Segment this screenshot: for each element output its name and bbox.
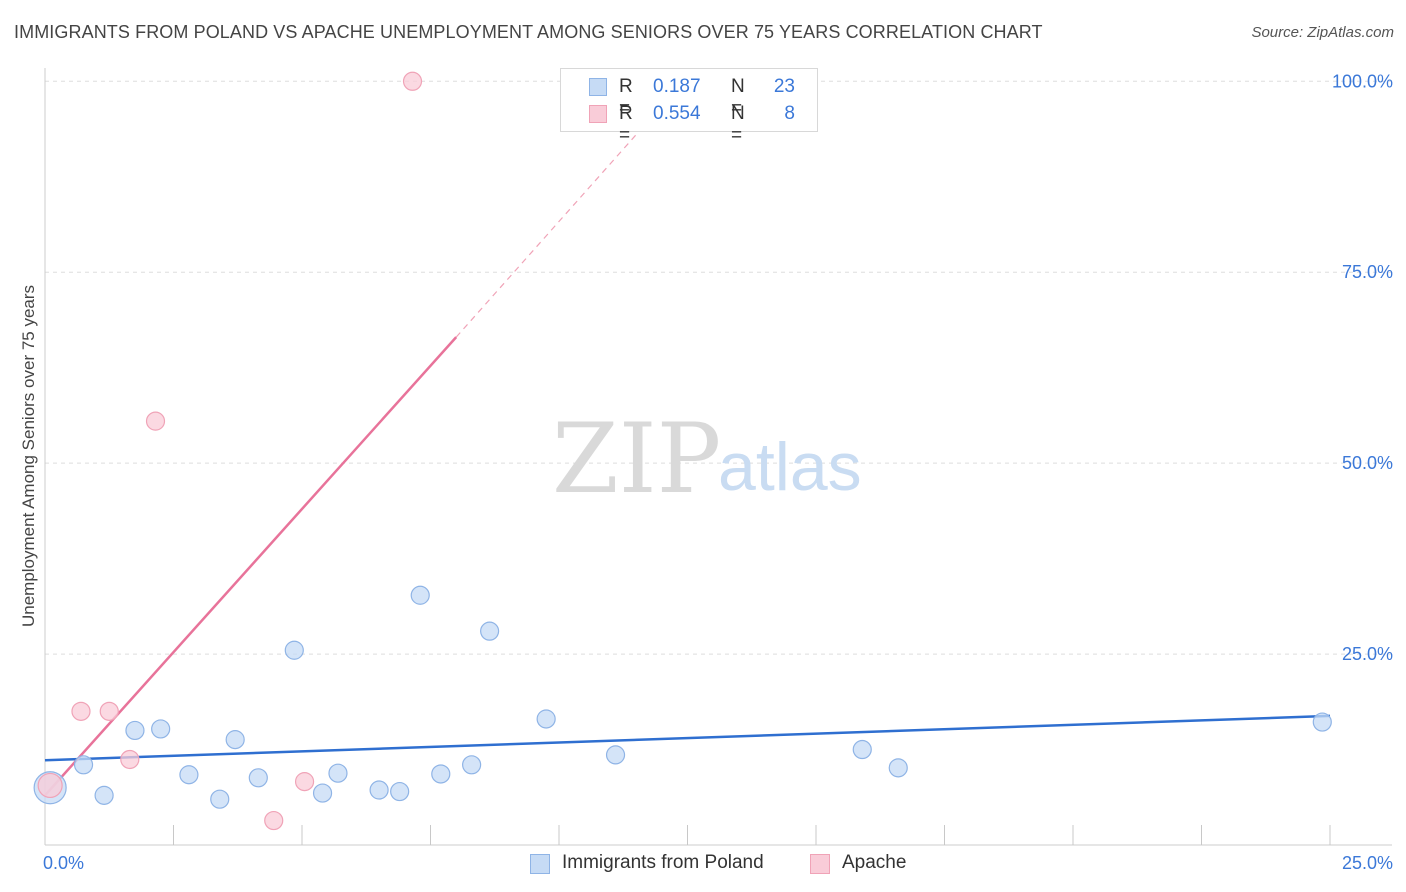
legend-swatch-apache: [810, 854, 830, 874]
watermark-zip: ZIP: [552, 403, 721, 515]
trend-line-apache: [44, 336, 458, 797]
x-tick-label: 25.0%: [1342, 853, 1393, 873]
series-legend-label: Immigrants from Poland: [562, 852, 764, 873]
x-tick-label: 0.0%: [43, 853, 84, 873]
data-point-poland: [225, 730, 245, 750]
data-point-poland: [462, 755, 482, 775]
correlation-legend: R = 0.187 N = 23 R = 0.554 N = 8: [560, 68, 818, 146]
y-axis-label: Unemployment Among Seniors over 75 years: [19, 285, 38, 627]
tick-labels: 25.0% 50.0% 75.0% 100.0% 0.0% 25.0%: [43, 71, 1393, 873]
legend-swatch-poland: [589, 78, 607, 96]
y-tick-label: 50.0%: [1342, 453, 1393, 473]
data-point-poland: [480, 621, 500, 641]
data-point-poland: [536, 709, 556, 729]
trend-line-apache-extension: [455, 134, 637, 338]
axes: [44, 68, 1392, 846]
data-point-apache: [145, 411, 166, 431]
series-legend-label: Apache: [842, 852, 907, 873]
data-point-poland: [125, 720, 145, 741]
data-point-apache: [99, 701, 119, 721]
data-point-apache: [402, 71, 423, 91]
data-point-poland: [888, 758, 908, 778]
legend-n-label: N =: [731, 103, 745, 146]
data-point-poland: [248, 768, 268, 788]
legend-n-value: 23: [773, 76, 795, 97]
legend-r-value: 0.554: [653, 103, 701, 124]
data-points: [33, 71, 1332, 831]
legend-n-label: N =: [731, 76, 745, 119]
data-point-poland: [431, 764, 451, 784]
y-tick-label: 100.0%: [1332, 71, 1393, 91]
data-point-poland: [94, 785, 114, 805]
data-point-poland: [151, 719, 171, 739]
data-point-apache: [71, 701, 91, 721]
data-point-apache: [37, 772, 63, 799]
data-point-apache: [120, 749, 140, 770]
data-point-poland: [369, 780, 389, 800]
legend-r-value: 0.187: [653, 76, 701, 97]
legend-n-value: 8: [784, 103, 795, 124]
data-point-poland: [312, 783, 333, 803]
data-point-poland: [390, 781, 410, 802]
data-point-poland: [210, 789, 230, 809]
trend-line-poland: [44, 714, 1331, 762]
y-tick-label: 75.0%: [1342, 262, 1393, 282]
legend-r-label: R =: [619, 76, 633, 119]
data-point-poland: [284, 640, 304, 660]
data-point-apache: [264, 810, 284, 831]
data-point-poland: [410, 585, 430, 605]
chart-title: IMMIGRANTS FROM POLAND VS APACHE UNEMPLO…: [14, 22, 1043, 42]
y-tick-label: 25.0%: [1342, 644, 1393, 664]
legend-swatch-apache: [589, 105, 607, 123]
legend-swatch-poland: [530, 854, 550, 874]
data-point-apache: [294, 772, 315, 792]
legend-r-label: R =: [619, 103, 633, 146]
data-point-poland: [328, 763, 348, 783]
source-credit: Source: ZipAtlas.com: [1251, 24, 1394, 41]
data-point-poland: [73, 755, 94, 775]
data-point-poland: [179, 765, 199, 785]
gridlines: [45, 80, 1392, 655]
data-point-poland: [852, 739, 872, 760]
data-point-poland: [605, 745, 626, 765]
watermark-atlas: atlas: [718, 429, 862, 505]
data-point-poland: [1312, 712, 1332, 732]
